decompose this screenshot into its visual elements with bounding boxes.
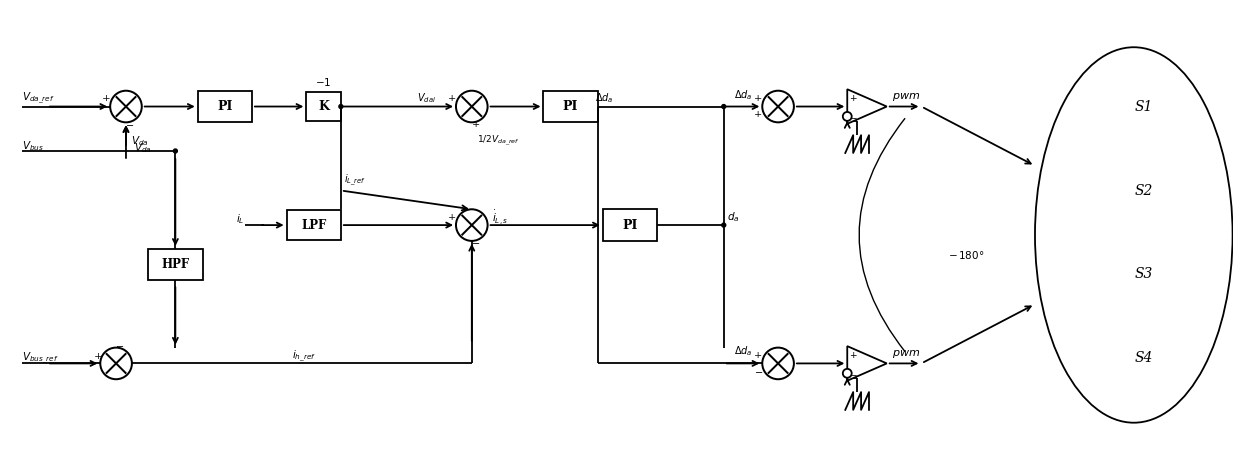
Text: +: + — [102, 94, 110, 103]
Circle shape — [100, 348, 131, 379]
Bar — [286, 210, 341, 240]
Text: S4: S4 — [1135, 352, 1153, 365]
Text: +: + — [849, 94, 857, 103]
Bar — [543, 91, 598, 122]
Text: $\Delta d_a$: $\Delta d_a$ — [734, 88, 753, 101]
Text: PI: PI — [563, 100, 578, 113]
Circle shape — [456, 209, 487, 241]
Circle shape — [456, 91, 487, 122]
Text: $V_{da}$: $V_{da}$ — [134, 141, 151, 155]
Circle shape — [110, 91, 141, 122]
Text: +: + — [754, 351, 763, 360]
Text: +: + — [849, 351, 857, 360]
Text: $i_{h\_ref}$: $i_{h\_ref}$ — [291, 349, 316, 364]
Text: PI: PI — [622, 219, 637, 232]
Ellipse shape — [1035, 47, 1233, 423]
Text: +: + — [754, 94, 763, 103]
Circle shape — [174, 149, 177, 153]
Circle shape — [339, 105, 342, 108]
Circle shape — [722, 105, 725, 108]
Text: HPF: HPF — [161, 258, 190, 271]
Text: $-$: $-$ — [125, 120, 134, 129]
Text: $-$: $-$ — [115, 341, 124, 350]
Text: $d_a$: $d_a$ — [727, 210, 739, 224]
Bar — [149, 249, 202, 280]
Text: $\Delta d_a$: $\Delta d_a$ — [734, 345, 753, 359]
Polygon shape — [847, 346, 887, 381]
Text: S2: S2 — [1135, 184, 1153, 198]
Text: $V_{dai}$: $V_{dai}$ — [418, 91, 436, 105]
Bar — [306, 92, 341, 121]
Text: PI: PI — [217, 100, 232, 113]
Text: $1/2V_{da\_ref}$: $1/2V_{da\_ref}$ — [476, 134, 520, 148]
Text: $-$: $-$ — [754, 367, 763, 376]
Text: $V_{bus}$: $V_{bus}$ — [22, 139, 45, 153]
Text: S1: S1 — [1135, 100, 1153, 113]
Circle shape — [843, 369, 852, 378]
Text: $\dot{i}_{L,s}$: $\dot{i}_{L,s}$ — [491, 209, 508, 227]
Text: $i_L$: $i_L$ — [236, 212, 244, 226]
Text: $-$: $-$ — [471, 239, 480, 247]
Text: +: + — [448, 213, 456, 222]
Text: $pwm$: $pwm$ — [892, 91, 920, 103]
Text: +: + — [754, 110, 763, 119]
Text: LPF: LPF — [301, 219, 326, 232]
Text: $i_{L\_ref}$: $i_{L\_ref}$ — [343, 173, 366, 188]
Text: $pwm$: $pwm$ — [892, 347, 920, 359]
Text: $-$: $-$ — [849, 112, 858, 121]
Circle shape — [722, 223, 725, 227]
Text: $V_{bus\_ref}$: $V_{bus\_ref}$ — [22, 351, 58, 366]
Text: $-$: $-$ — [849, 369, 858, 378]
Text: $V_{da\_ref}$: $V_{da\_ref}$ — [22, 91, 55, 106]
Text: $V_{da}$: $V_{da}$ — [131, 134, 149, 148]
Text: +: + — [94, 352, 103, 361]
Bar — [603, 209, 657, 241]
Text: +: + — [471, 120, 480, 129]
Text: $-\,180°$: $-\,180°$ — [947, 249, 985, 261]
Circle shape — [763, 91, 794, 122]
Circle shape — [843, 112, 852, 121]
Text: $-1$: $-1$ — [315, 76, 332, 88]
Bar — [197, 91, 252, 122]
Circle shape — [763, 348, 794, 379]
Text: K: K — [319, 100, 329, 113]
Text: +: + — [448, 94, 456, 103]
Text: $\Delta d_a$: $\Delta d_a$ — [595, 91, 614, 105]
Text: S3: S3 — [1135, 267, 1153, 281]
Polygon shape — [847, 89, 887, 124]
